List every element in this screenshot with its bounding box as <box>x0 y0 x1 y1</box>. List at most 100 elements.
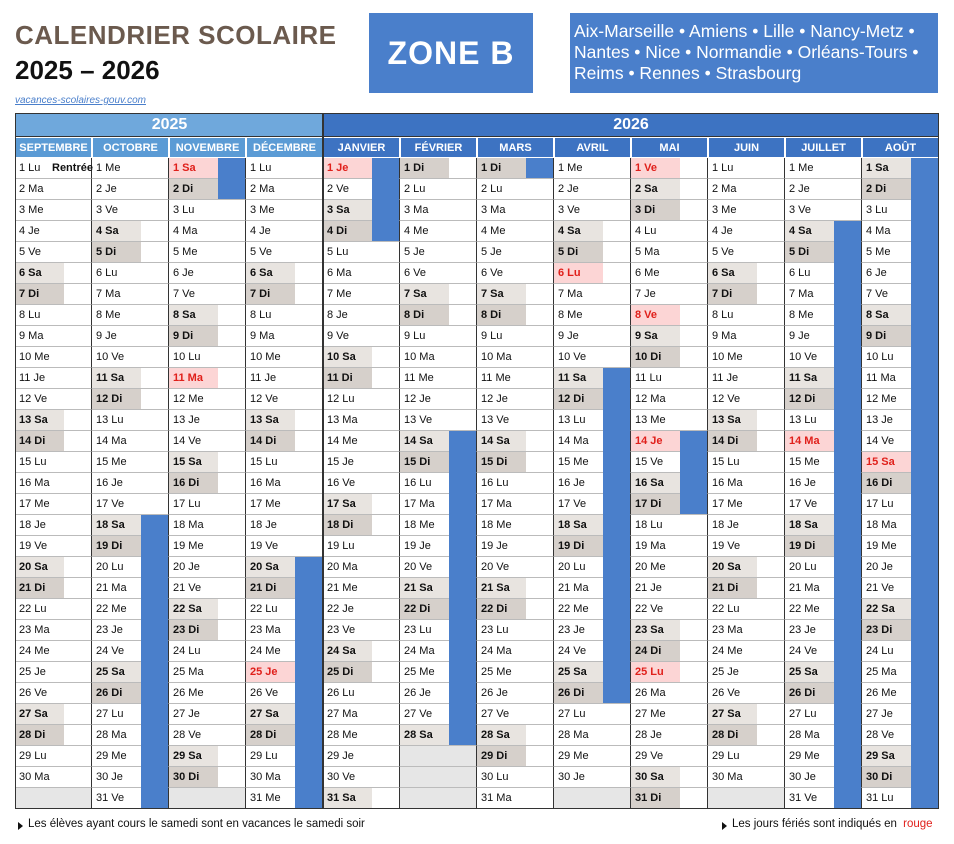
day-label: 10 Me <box>19 351 50 363</box>
weekend-shade <box>92 221 141 241</box>
day-label: 6 Je <box>173 267 194 279</box>
weekend-shade <box>169 473 218 493</box>
day-label: 22 Lu <box>19 603 47 615</box>
day-label: 30 Ve <box>327 771 356 783</box>
day-label: 2 Ma <box>250 183 275 195</box>
day-label: 8 Je <box>327 309 348 321</box>
day-label: 29 Me <box>96 750 127 762</box>
day-label: 31 Ma <box>481 792 512 804</box>
day-cell <box>92 326 169 347</box>
day-cell <box>169 284 246 305</box>
weekend-shade <box>246 725 295 745</box>
day-cell <box>92 620 169 641</box>
day-label: 7 Je <box>635 288 656 300</box>
day-label: 18 Sa <box>96 519 125 531</box>
source-link[interactable]: vacances-scolaires-gouv.com <box>15 95 146 106</box>
day-cell <box>92 641 169 662</box>
day-cell <box>323 725 400 746</box>
day-cell <box>631 326 708 347</box>
holiday-shade <box>169 368 218 388</box>
day-cell <box>631 662 708 683</box>
day-label: 25 Sa <box>558 666 587 678</box>
day-cell <box>477 452 554 473</box>
day-label: 26 Me <box>866 687 897 699</box>
day-cell <box>631 431 708 452</box>
weekend-shade <box>15 704 64 724</box>
weekend-shade <box>15 725 64 745</box>
day-label: 17 Ve <box>789 498 818 510</box>
day-cell <box>15 641 92 662</box>
day-cell <box>708 305 785 326</box>
day-cell <box>400 242 477 263</box>
day-cell <box>477 200 554 221</box>
weekend-shade <box>631 179 680 199</box>
day-cell <box>323 620 400 641</box>
day-label: 30 Je <box>96 771 123 783</box>
day-cell <box>323 641 400 662</box>
day-label: 21 Ma <box>789 582 820 594</box>
vacation-bar <box>526 158 553 178</box>
weekend-shade <box>708 410 757 430</box>
weekend-shade <box>477 725 526 745</box>
school-years: 2025 – 2026 <box>15 55 160 85</box>
day-cell <box>477 599 554 620</box>
day-label: 10 Di <box>635 351 662 363</box>
day-cell <box>631 179 708 200</box>
day-label: 30 Lu <box>481 771 509 783</box>
day-label: 16 Je <box>558 477 585 489</box>
day-label: 23 Je <box>558 624 585 636</box>
day-label: 6 Je <box>866 267 887 279</box>
day-label: 11 Lu <box>635 372 662 384</box>
day-cell <box>323 515 400 536</box>
day-cell <box>92 683 169 704</box>
day-label: 9 Lu <box>404 330 426 342</box>
weekend-shade <box>246 557 295 577</box>
day-label: 21 Di <box>250 582 277 594</box>
day-label: 2 Ma <box>712 183 737 195</box>
weekend-shade <box>169 746 218 766</box>
day-cell <box>169 410 246 431</box>
weekend-shade <box>92 683 141 703</box>
day-label: 16 Je <box>96 477 123 489</box>
month-header: DÉCEMBRE <box>246 137 323 158</box>
day-cell <box>631 725 708 746</box>
day-label: 22 Di <box>404 603 431 615</box>
day-cell <box>785 599 862 620</box>
day-cell <box>323 599 400 620</box>
day-label: 4 Je <box>19 225 40 237</box>
day-label: 13 Ve <box>404 414 433 426</box>
day-cell <box>323 410 400 431</box>
day-label: 16 Lu <box>481 477 509 489</box>
day-cell <box>631 641 708 662</box>
footer-red-word: rouge <box>903 818 933 830</box>
day-label: 17 Ve <box>96 498 125 510</box>
day-label: 15 Sa <box>173 456 202 468</box>
day-label: 15 Me <box>96 456 127 468</box>
day-cell <box>477 641 554 662</box>
day-label: 20 Ve <box>481 561 510 573</box>
day-label: 9 Sa <box>635 330 658 342</box>
weekend-shade <box>631 494 680 514</box>
day-label: 27 Je <box>173 708 200 720</box>
day-label: 9 Lu <box>481 330 503 342</box>
day-label: 1 Di <box>404 162 425 174</box>
day-cell <box>554 179 631 200</box>
day-cell <box>323 179 400 200</box>
day-cell <box>169 452 246 473</box>
day-cell <box>15 662 92 683</box>
day-cell <box>708 494 785 515</box>
day-label: 27 Je <box>866 708 893 720</box>
day-cell <box>15 200 92 221</box>
day-label: 13 Sa <box>712 414 741 426</box>
day-cell <box>708 200 785 221</box>
day-cell <box>15 179 92 200</box>
day-label: 24 Sa <box>327 645 356 657</box>
day-label: 16 Ma <box>712 477 743 489</box>
day-cell <box>554 263 631 284</box>
weekend-shade <box>92 662 141 682</box>
day-label: 15 Di <box>481 456 508 468</box>
vacation-bar <box>141 515 168 808</box>
day-label: 12 Di <box>789 393 816 405</box>
day-cell <box>323 662 400 683</box>
day-cell <box>708 389 785 410</box>
